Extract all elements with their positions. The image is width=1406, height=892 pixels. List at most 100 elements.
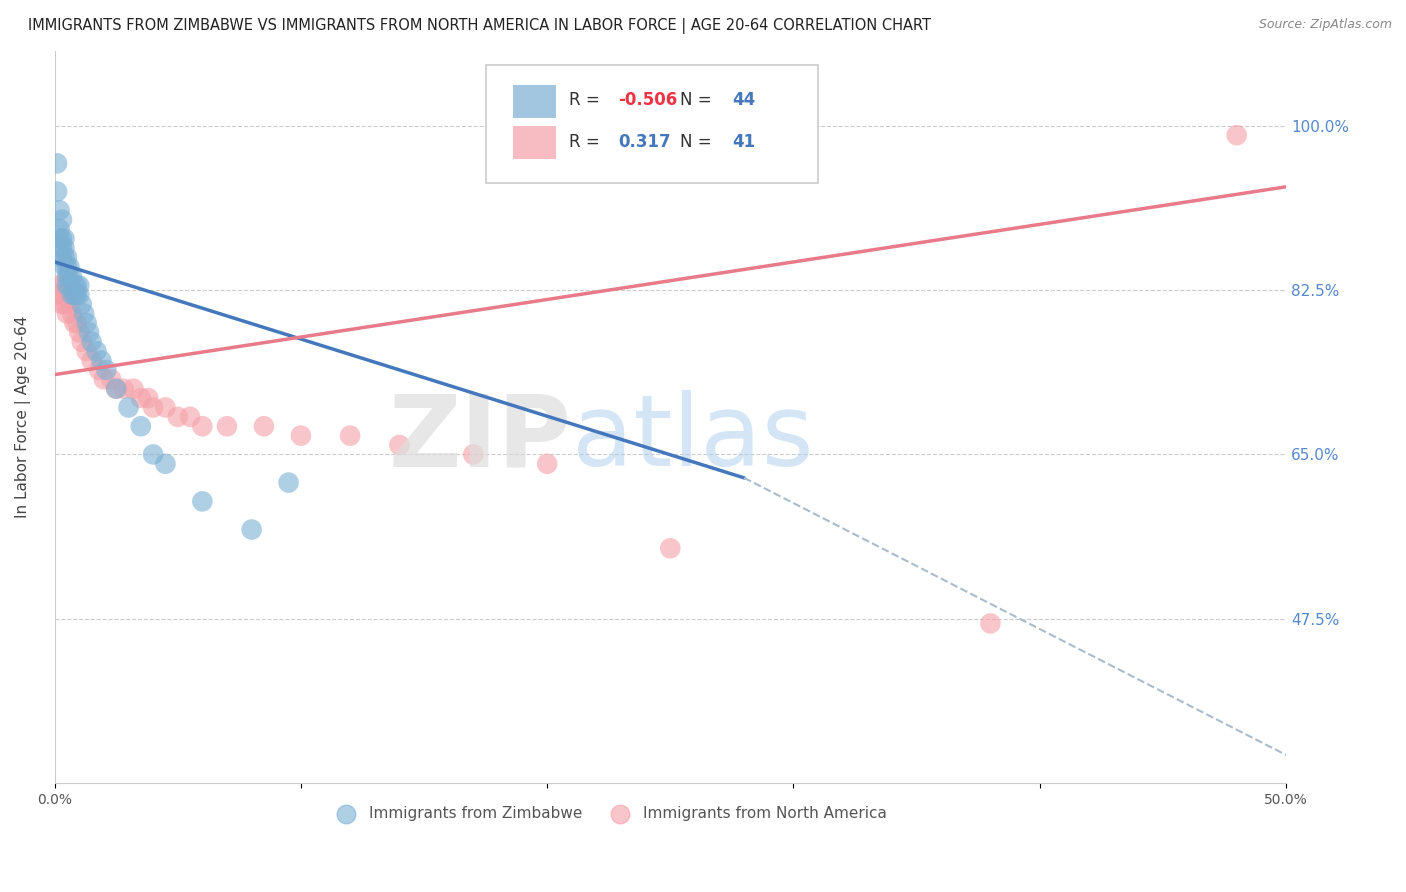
Point [51,287,73,301]
Text: ZIP: ZIP [389,391,572,487]
Point [56,297,79,311]
Point [48,278,70,293]
Point [463,447,485,461]
Point [53,297,76,311]
Point [48,203,70,218]
Point [80,334,103,349]
Point [112,382,135,396]
Point [166,409,188,424]
Point [388,438,411,452]
Text: -0.506: -0.506 [619,92,678,110]
Point [51,278,73,293]
Point [1226,128,1249,143]
Point [339,428,361,442]
Point [66,287,89,301]
Text: 0.317: 0.317 [619,133,671,152]
Point [142,401,165,415]
Point [51,297,73,311]
Point [117,401,139,415]
Point [56,287,79,301]
Text: N =: N = [681,133,717,152]
Point [136,391,159,405]
Point [659,541,682,556]
Point [979,616,1001,631]
Point [53,250,76,264]
Point [86,344,108,359]
Point [53,260,76,274]
Point [63,287,86,301]
Point [155,401,177,415]
Point [70,334,93,349]
Point [48,287,70,301]
Point [51,212,73,227]
Text: atlas: atlas [572,391,814,487]
Point [46,185,69,199]
Point [536,457,558,471]
Point [96,363,118,377]
Point [56,278,79,293]
Text: R =: R = [569,133,606,152]
Point [66,316,89,330]
Point [80,353,103,368]
Legend: Immigrants from Zimbabwe, Immigrants from North America: Immigrants from Zimbabwe, Immigrants fro… [325,799,893,827]
Point [290,428,312,442]
Point [90,353,112,368]
Point [53,241,76,255]
Point [56,307,79,321]
Point [122,382,145,396]
Point [105,382,128,396]
Point [105,382,128,396]
Point [129,391,152,405]
FancyBboxPatch shape [513,126,555,159]
Text: N =: N = [681,92,717,110]
Text: 44: 44 [733,92,755,110]
Point [46,156,69,170]
Point [67,278,90,293]
Text: R =: R = [569,92,606,110]
Point [191,494,214,508]
Point [73,307,96,321]
Point [155,457,177,471]
Point [58,297,80,311]
Point [240,523,263,537]
Point [191,419,214,434]
Point [53,231,76,245]
Point [60,268,83,283]
Text: IMMIGRANTS FROM ZIMBABWE VS IMMIGRANTS FROM NORTH AMERICA IN LABOR FORCE | AGE 2: IMMIGRANTS FROM ZIMBABWE VS IMMIGRANTS F… [28,18,931,34]
Point [51,241,73,255]
Point [77,326,100,340]
Point [253,419,276,434]
Point [48,222,70,236]
Point [87,363,110,377]
Point [100,372,122,386]
Point [66,278,89,293]
Point [215,419,238,434]
Point [56,260,79,274]
Point [129,419,152,434]
Point [58,268,80,283]
Point [63,278,86,293]
Y-axis label: In Labor Force | Age 20-64: In Labor Force | Age 20-64 [15,316,31,518]
Point [51,231,73,245]
FancyBboxPatch shape [513,85,555,118]
Point [53,287,76,301]
Point [179,409,201,424]
Point [58,278,80,293]
Point [56,268,79,283]
Point [60,307,83,321]
Point [277,475,299,490]
Text: 41: 41 [733,133,755,152]
Point [58,260,80,274]
Point [51,250,73,264]
Point [70,297,93,311]
Point [56,250,79,264]
Point [67,287,90,301]
Point [93,372,115,386]
Point [76,316,98,330]
Point [60,287,83,301]
Text: Source: ZipAtlas.com: Source: ZipAtlas.com [1258,18,1392,31]
Point [48,231,70,245]
Point [76,344,98,359]
Point [63,316,86,330]
FancyBboxPatch shape [485,65,818,183]
